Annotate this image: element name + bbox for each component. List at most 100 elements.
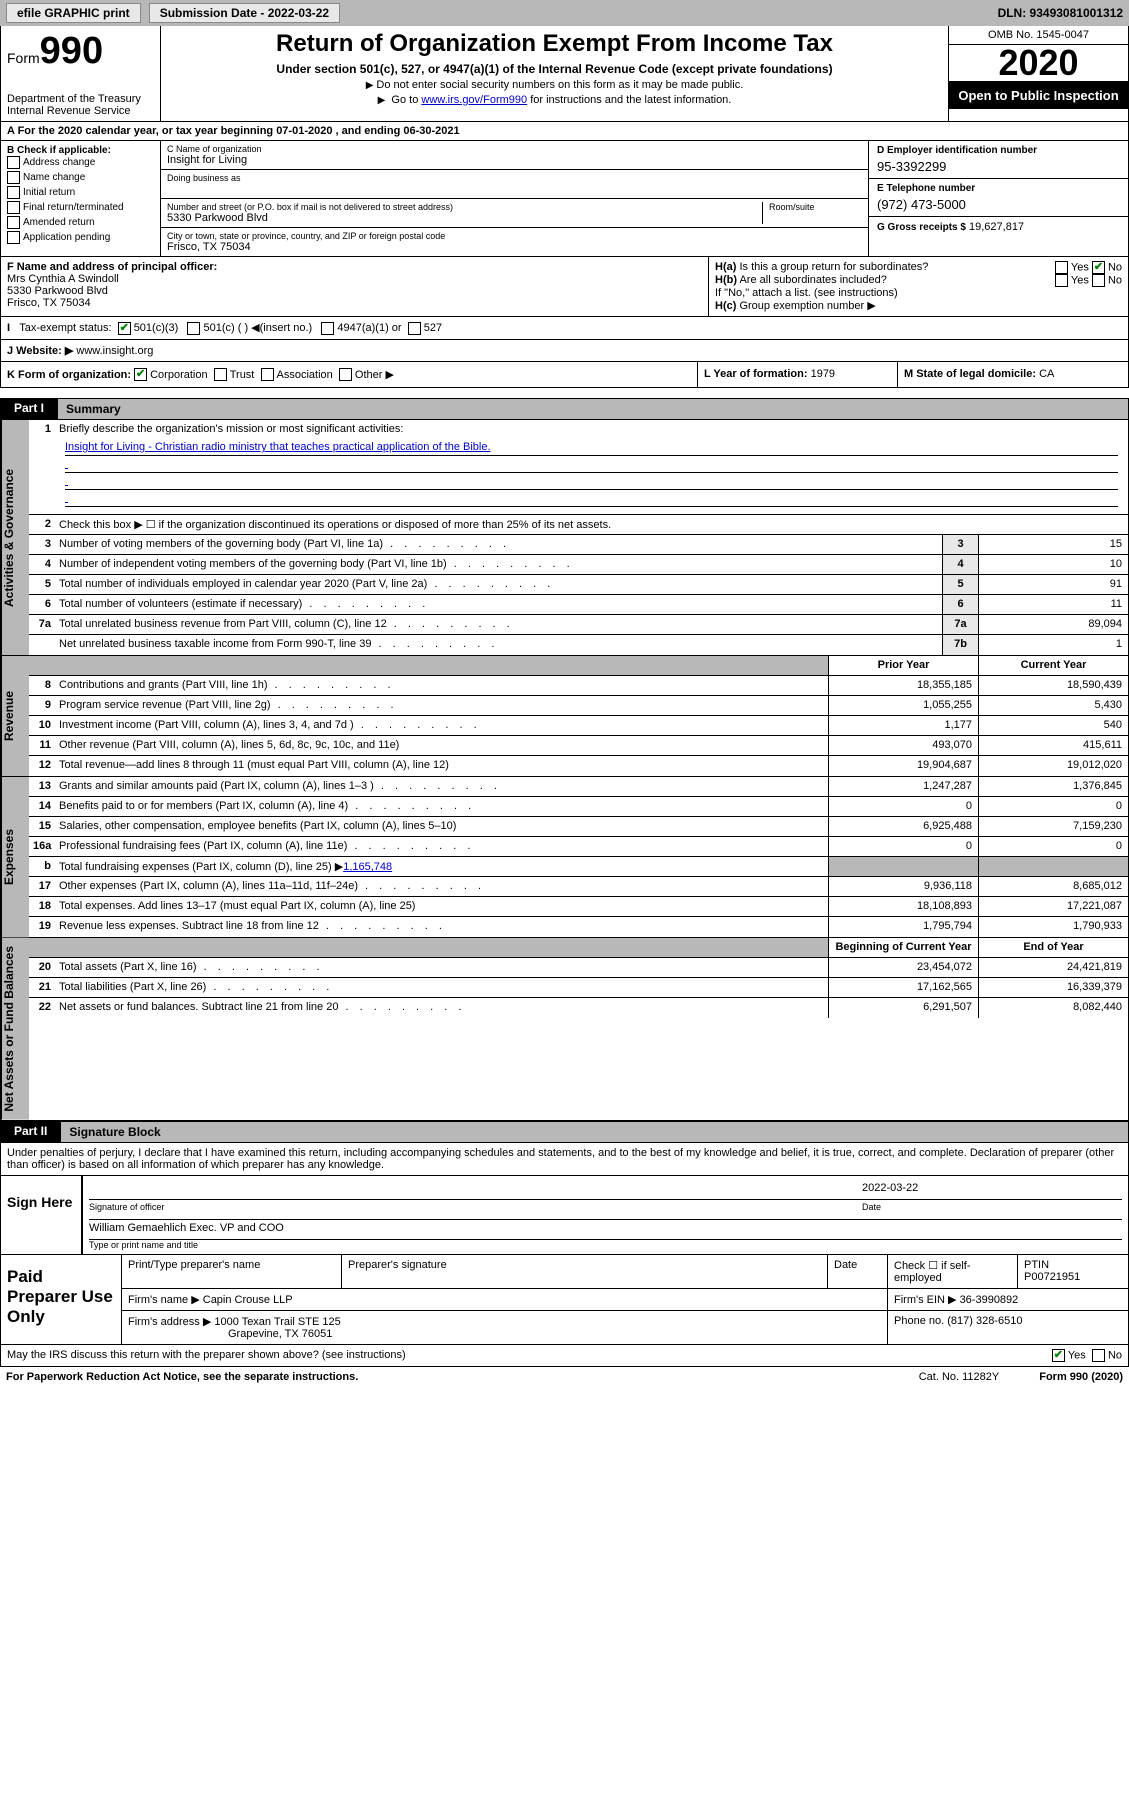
top-bar: efile GRAPHIC print Submission Date - 20… — [0, 0, 1129, 26]
form-subtitle: Under section 501(c), 527, or 4947(a)(1)… — [169, 62, 940, 76]
chk-corporation[interactable] — [134, 368, 147, 381]
line16a-current: 0 — [978, 837, 1128, 856]
activities-section: Activities & Governance 1 Briefly descri… — [0, 420, 1129, 656]
ha-yes[interactable] — [1055, 261, 1068, 274]
section-bcde: B Check if applicable: Address change Na… — [0, 141, 1129, 257]
hb-no[interactable] — [1092, 274, 1105, 287]
revenue-section: Revenue Prior YearCurrent Year 8Contribu… — [0, 656, 1129, 777]
mission-question: Briefly describe the organization's miss… — [59, 423, 403, 435]
chk-other[interactable] — [339, 368, 352, 381]
discuss-no[interactable] — [1092, 1349, 1105, 1362]
line8-prior: 18,355,185 — [828, 676, 978, 695]
note-ssn: Do not enter social security numbers on … — [169, 79, 940, 91]
line20-current: 24,421,819 — [978, 958, 1128, 977]
org-name: Insight for Living — [167, 154, 862, 166]
line12-current: 19,012,020 — [978, 756, 1128, 776]
line8-current: 18,590,439 — [978, 676, 1128, 695]
hdr-prior-year: Prior Year — [828, 656, 978, 675]
form-title-block: Return of Organization Exempt From Incom… — [161, 26, 948, 121]
line12-prior: 19,904,687 — [828, 756, 978, 776]
public-inspection-label: Open to Public Inspection — [949, 82, 1128, 109]
officer-city: Frisco, TX 75034 — [7, 297, 702, 309]
b-label: B Check if applicable: — [7, 145, 154, 156]
discuss-yes[interactable] — [1052, 1349, 1065, 1362]
addr-label: Number and street (or P.O. box if mail i… — [167, 202, 762, 212]
line18-prior: 18,108,893 — [828, 897, 978, 916]
ein-value: 95-3392299 — [877, 159, 1120, 174]
part1-title: Summary — [58, 398, 1129, 420]
line11-current: 415,611 — [978, 736, 1128, 755]
chk-501c3[interactable] — [118, 322, 131, 335]
chk-amended-return[interactable] — [7, 216, 20, 229]
firm-addr2: Grapevine, TX 76051 — [228, 1328, 332, 1340]
line19-current: 1,790,933 — [978, 917, 1128, 937]
penalties-text: Under penalties of perjury, I declare th… — [1, 1143, 1128, 1175]
form-word: Form — [7, 50, 40, 66]
chk-final-return[interactable] — [7, 201, 20, 214]
line10-current: 540 — [978, 716, 1128, 735]
chk-address-change[interactable] — [7, 156, 20, 169]
hb-note: If "No," attach a list. (see instruction… — [715, 287, 1122, 299]
line-a-tax-year: A For the 2020 calendar year, or tax yea… — [0, 122, 1129, 141]
chk-4947[interactable] — [321, 322, 334, 335]
hc-label: Group exemption number ▶ — [739, 300, 875, 312]
line7a-value: 89,094 — [978, 615, 1128, 634]
section-fh: F Name and address of principal officer:… — [0, 257, 1129, 317]
f-label: F Name and address of principal officer: — [7, 261, 702, 273]
gross-receipts-value: 19,627,817 — [969, 221, 1024, 233]
line21-current: 16,339,379 — [978, 978, 1128, 997]
chk-527[interactable] — [408, 322, 421, 335]
chk-501c[interactable] — [187, 322, 200, 335]
line5-value: 91 — [978, 575, 1128, 594]
chk-association[interactable] — [261, 368, 274, 381]
firm-name: Capin Crouse LLP — [203, 1294, 293, 1306]
firm-ein: 36-3990892 — [960, 1294, 1019, 1306]
submission-date-button[interactable]: Submission Date - 2022-03-22 — [149, 3, 340, 23]
expenses-label: Expenses — [1, 777, 29, 937]
sig-date: 2022-03-22 — [862, 1182, 1122, 1197]
chk-name-change[interactable] — [7, 171, 20, 184]
col-b-checkboxes: B Check if applicable: Address change Na… — [1, 141, 161, 256]
dln-label: DLN: 93493081001312 — [998, 6, 1123, 20]
line4-value: 10 — [978, 555, 1128, 574]
line14-current: 0 — [978, 797, 1128, 816]
dba-label: Doing business as — [167, 173, 862, 183]
ha-no[interactable] — [1092, 261, 1105, 274]
tax-year: 2020 — [949, 45, 1128, 82]
line15-current: 7,159,230 — [978, 817, 1128, 836]
line7b-value: 1 — [978, 635, 1128, 655]
line17-current: 8,685,012 — [978, 877, 1128, 896]
year-formation: 1979 — [811, 368, 835, 380]
line10-prior: 1,177 — [828, 716, 978, 735]
line11-prior: 493,070 — [828, 736, 978, 755]
line18-current: 17,221,087 — [978, 897, 1128, 916]
chk-trust[interactable] — [214, 368, 227, 381]
firm-addr1: 1000 Texan Trail STE 125 — [214, 1316, 340, 1328]
org-address: 5330 Parkwood Blvd — [167, 212, 762, 224]
phone-value: (972) 473-5000 — [877, 197, 1120, 212]
irs-link[interactable]: www.irs.gov/Form990 — [421, 94, 527, 106]
form-header: Form990 Department of the Treasury Inter… — [0, 26, 1129, 122]
line15-prior: 6,925,488 — [828, 817, 978, 836]
hb-yes[interactable] — [1055, 274, 1068, 287]
efile-button[interactable]: efile GRAPHIC print — [6, 3, 141, 23]
part1-tab: Part I — [0, 398, 58, 420]
line6-value: 11 — [978, 595, 1128, 614]
chk-initial-return[interactable] — [7, 186, 20, 199]
activities-label: Activities & Governance — [1, 420, 29, 655]
chk-application-pending[interactable] — [7, 231, 20, 244]
hdr-current-year: Current Year — [978, 656, 1128, 675]
discuss-line: May the IRS discuss this return with the… — [0, 1345, 1129, 1367]
part2-title: Signature Block — [61, 1121, 1129, 1143]
website-value: www.insight.org — [76, 345, 153, 357]
firm-phone: (817) 328-6510 — [947, 1315, 1022, 1327]
hb-label: Are all subordinates included? — [739, 274, 886, 286]
line20-prior: 23,454,072 — [828, 958, 978, 977]
officer-name: Mrs Cynthia A Swindoll — [7, 273, 702, 285]
dept-label: Department of the Treasury Internal Reve… — [7, 93, 154, 117]
hdr-begin-year: Beginning of Current Year — [828, 938, 978, 957]
form-title: Return of Organization Exempt From Incom… — [169, 30, 940, 58]
city-label: City or town, state or province, country… — [167, 231, 862, 241]
line22-current: 8,082,440 — [978, 998, 1128, 1018]
phone-label: E Telephone number — [877, 183, 1120, 194]
